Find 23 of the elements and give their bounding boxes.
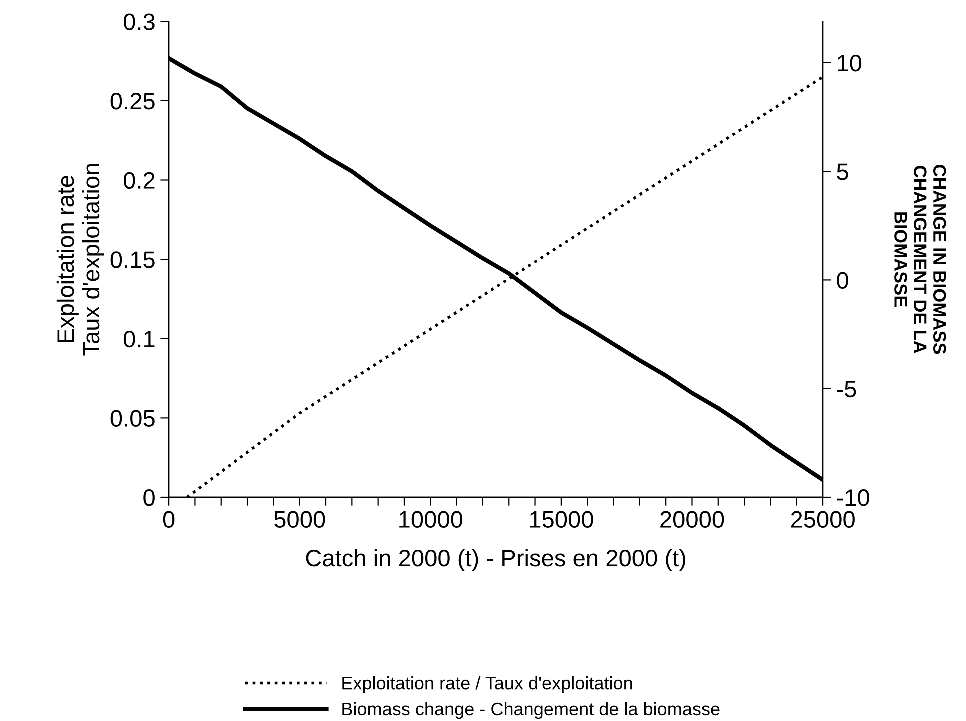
y-tick-label: 0.15 (110, 252, 155, 268)
y2-tick-label: 5 (837, 164, 848, 180)
y2-axis-title: CHANGE IN BIOMASS CHANGEMENT DE LA BIOMASSE (894, 165, 946, 354)
x-tick-label: 25000 (791, 511, 855, 528)
x-tick-label: 5000 (274, 511, 326, 528)
x-tick-label: 0 (163, 511, 175, 528)
legend-label: Exploitation rate / Taux d'exploitation (342, 676, 632, 694)
y-tick-label: 0.25 (110, 93, 155, 110)
x-tick-label: 20000 (660, 511, 724, 528)
legend-label: Biomass change - Changement de la biomasse (342, 702, 720, 720)
y2-tick-label: -10 (837, 490, 870, 506)
y2-tick-label: -5 (837, 381, 856, 398)
x-axis-title: Catch in 2000 (t) - Prises en 2000 (t) (306, 549, 686, 572)
y2-tick-label: 10 (838, 54, 862, 72)
y2-tick-label: 0 (837, 272, 848, 289)
y-tick-label: 0.1 (124, 330, 155, 348)
y-tick-label: 0 (144, 490, 155, 506)
x-tick-label: 10000 (400, 511, 463, 528)
y-tick-label: 0.05 (110, 410, 155, 427)
y-tick-label: 0.3 (124, 14, 155, 30)
y-axis-title: Exploitation rate Taux d'exploitation (56, 164, 104, 356)
x-tick-label: 15000 (530, 511, 594, 528)
y-tick-label: 0.2 (124, 172, 155, 190)
